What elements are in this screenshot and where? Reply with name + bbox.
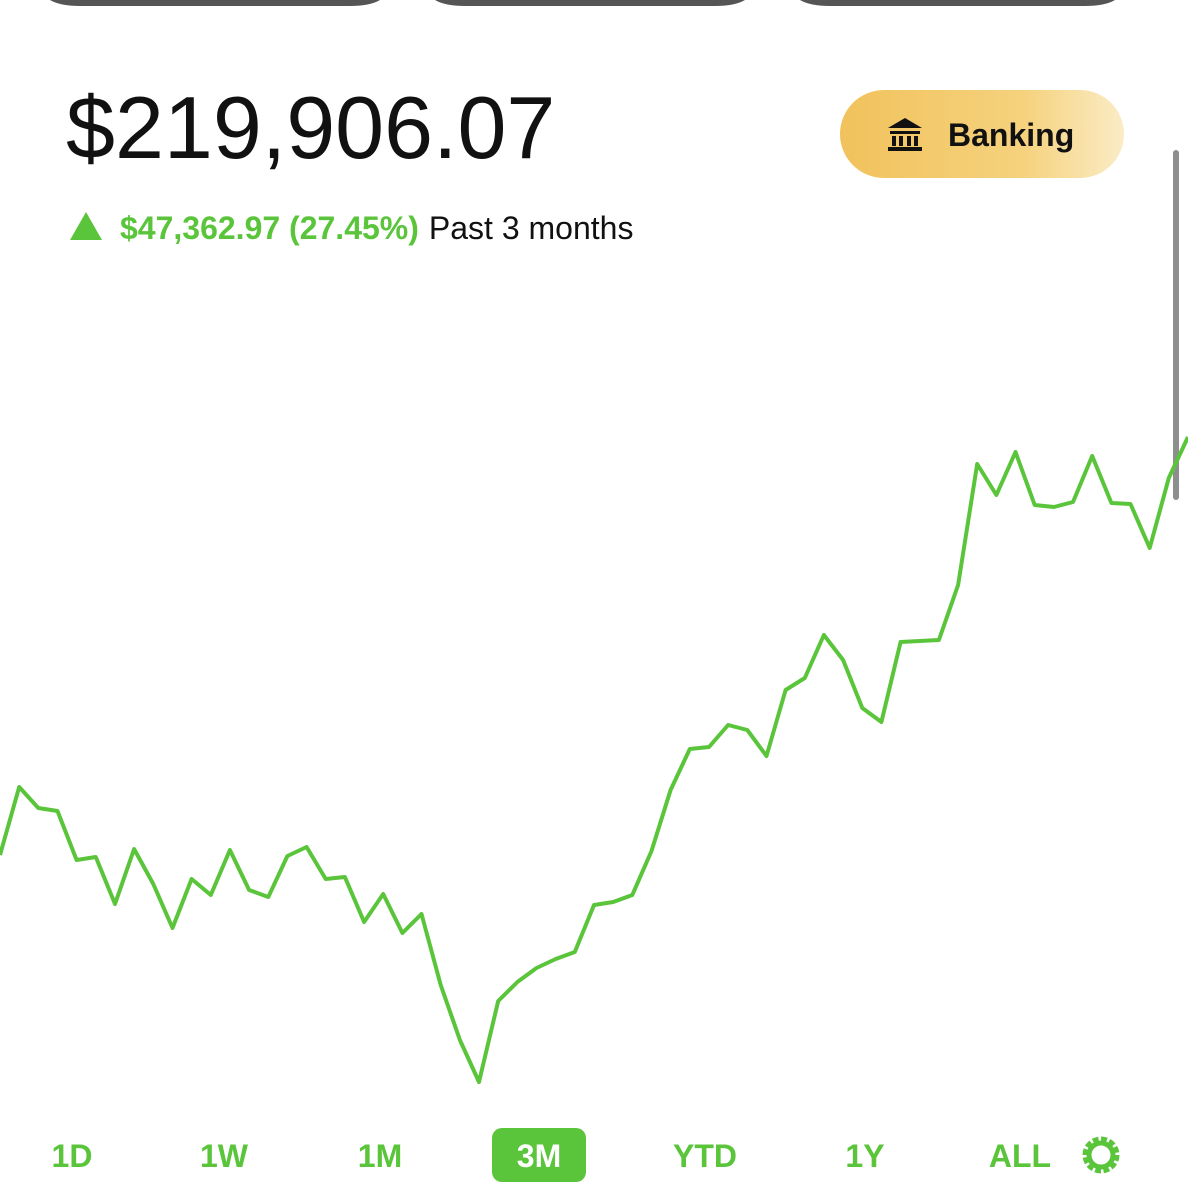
top-tab[interactable] [800,0,1115,6]
settings-gear[interactable] [1082,1136,1120,1174]
range-tab[interactable]: 1D [52,1138,93,1174]
range-tab-selected[interactable]: 3M [517,1138,561,1174]
balance: $219,906.07 [66,78,555,177]
banking-button[interactable]: Banking [840,90,1124,178]
range-tabs: 1D 1W 1M 3M YTD 1Y ALL [52,1128,1051,1182]
scrollbar [1173,150,1179,500]
up-arrow [70,212,102,240]
range-tab[interactable]: 1M [358,1138,402,1174]
top-tab[interactable] [50,0,380,6]
change: $47,362.97 (27.45%) [120,210,419,246]
bank-icon [888,118,922,151]
range-tab[interactable]: 1Y [845,1138,884,1174]
button-label[interactable]: Banking [948,117,1074,153]
button-bg[interactable] [840,90,1124,178]
range-tab[interactable]: 1W [200,1138,249,1174]
range-tab-selected-bg[interactable] [492,1128,586,1182]
range-tab[interactable]: ALL [989,1138,1051,1174]
top-tab[interactable] [435,0,745,6]
price-line [0,436,1188,1084]
range-tab[interactable]: YTD [673,1138,737,1174]
period: Past 3 months [429,210,634,246]
